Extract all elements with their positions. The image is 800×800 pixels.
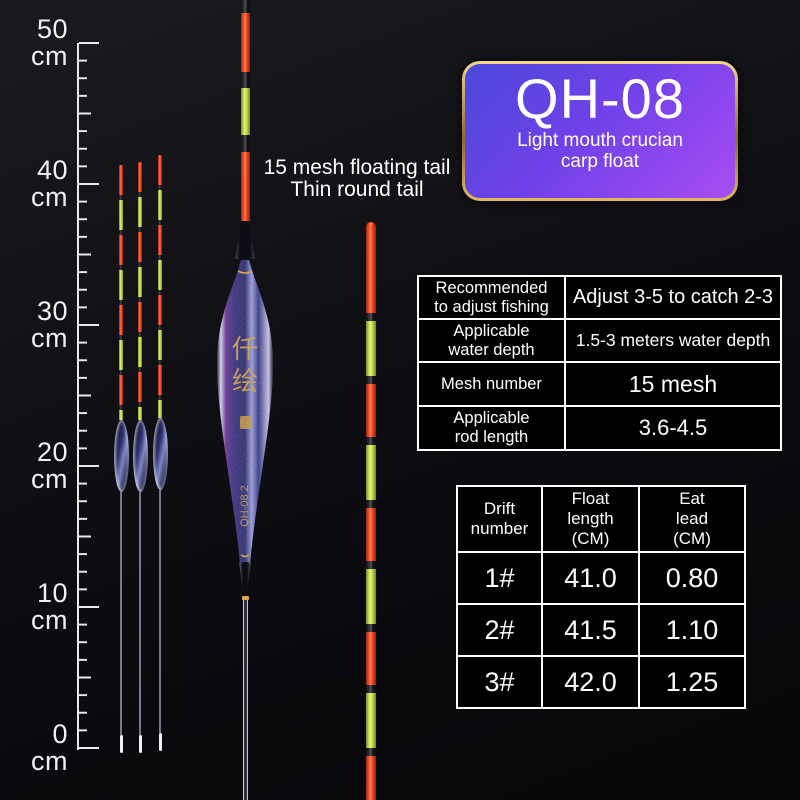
size-cell: 41.0 xyxy=(543,553,638,603)
float-body: 仟 绘 QH-08 2 xyxy=(216,260,274,564)
ruler-mark-unit: cm xyxy=(31,41,68,71)
float-cone xyxy=(239,562,251,596)
float-tail xyxy=(366,321,376,800)
size-cell: 42.0 xyxy=(543,657,638,707)
ruler-mark-10: 10 cm xyxy=(0,580,68,634)
ruler-mark-50: 50 cm xyxy=(0,16,68,70)
size-cell: 1.25 xyxy=(640,657,744,707)
size-table: Drift number Float length (CM) Eat lead … xyxy=(456,485,746,709)
spec-table: Recommended to adjust fishing Adjust 3-5… xyxy=(417,275,782,451)
tail-caption-line1: 15 mesh floating tail xyxy=(263,156,451,179)
brand-character-bottom: 绘 xyxy=(232,367,258,397)
float-stem xyxy=(158,490,162,733)
size-cell: 1.10 xyxy=(640,605,744,655)
size-table-header: Float length (CM) xyxy=(543,487,638,551)
ruler-mark-value: 50 xyxy=(36,14,68,44)
ruler-line xyxy=(77,43,79,750)
ruler-mark-30: 30 cm xyxy=(0,298,68,352)
float-tip xyxy=(366,222,376,321)
float-tip xyxy=(158,733,162,751)
ruler-ticks xyxy=(79,42,101,752)
float-tail xyxy=(119,165,123,420)
float-stem xyxy=(119,492,123,735)
spec-value: Adjust 3-5 to catch 2-3 xyxy=(566,277,780,318)
gold-band xyxy=(241,596,249,600)
spec-value: 1.5-3 meters water depth xyxy=(566,320,780,361)
float-body xyxy=(113,420,129,492)
gold-ring-top xyxy=(237,270,253,274)
model-badge: QH-08 Light mouth crucian carp float xyxy=(462,61,738,201)
ruler-mark-unit: cm xyxy=(31,746,68,776)
ruler-mark-value: 40 xyxy=(36,155,68,185)
spec-value: 15 mesh xyxy=(566,363,780,405)
size-cell: 3# xyxy=(458,657,541,707)
ruler-mark-0: 0 cm xyxy=(0,721,68,775)
float-tail-sample xyxy=(366,222,376,800)
float-tip xyxy=(119,735,123,753)
float-body xyxy=(152,418,168,490)
ruler-mark-value: 20 xyxy=(36,437,68,467)
size-table-header: Drift number xyxy=(458,487,541,551)
float-tail xyxy=(240,0,250,222)
size-cell: 0.80 xyxy=(640,553,744,603)
float-stem xyxy=(242,600,248,800)
ruler-mark-unit: cm xyxy=(31,323,68,353)
spec-label: Applicable rod length xyxy=(419,407,564,449)
float-tail xyxy=(138,162,142,420)
model-title: QH-08 xyxy=(515,67,685,130)
model-subtitle: Light mouth crucian carp float xyxy=(517,130,683,172)
ruler-mark-20: 20 cm xyxy=(0,439,68,493)
ruler-mark-40: 40 cm xyxy=(0,157,68,211)
model-badge-inner: QH-08 Light mouth crucian carp float xyxy=(465,64,735,198)
float-stem xyxy=(138,492,142,735)
ruler-mark-value: 0 xyxy=(52,719,68,749)
ruler-mark-value: 10 xyxy=(36,578,68,608)
size-cell: 1# xyxy=(458,553,541,603)
ruler-mark-value: 30 xyxy=(36,296,68,326)
tail-caption: 15 mesh floating tail Thin round tail xyxy=(252,157,462,201)
ruler-mark-unit: cm xyxy=(31,464,68,494)
size-table-header: Eat lead (CM) xyxy=(640,487,744,551)
ruler-mark-unit: cm xyxy=(31,182,68,212)
float-model-label: QH-08 2 xyxy=(239,485,251,527)
spec-label: Applicable water depth xyxy=(419,320,564,361)
float-tip xyxy=(138,735,142,753)
spec-label: Recommended to adjust fishing xyxy=(419,277,564,318)
float-neck xyxy=(235,221,255,259)
ruler-mark-unit: cm xyxy=(31,605,68,635)
float-body xyxy=(132,420,148,492)
tail-caption-line2: Thin round tail xyxy=(290,178,424,201)
float-main: 仟 绘 QH-08 2 xyxy=(210,0,280,800)
spec-label: Mesh number xyxy=(419,363,564,405)
size-cell: 41.5 xyxy=(543,605,638,655)
brand-character-top: 仟 xyxy=(232,335,258,365)
size-cell: 2# xyxy=(458,605,541,655)
brand-seal xyxy=(240,416,251,429)
gold-ring-bottom xyxy=(240,554,250,558)
spec-value: 3.6-4.5 xyxy=(566,407,780,449)
float-tail xyxy=(158,155,162,418)
